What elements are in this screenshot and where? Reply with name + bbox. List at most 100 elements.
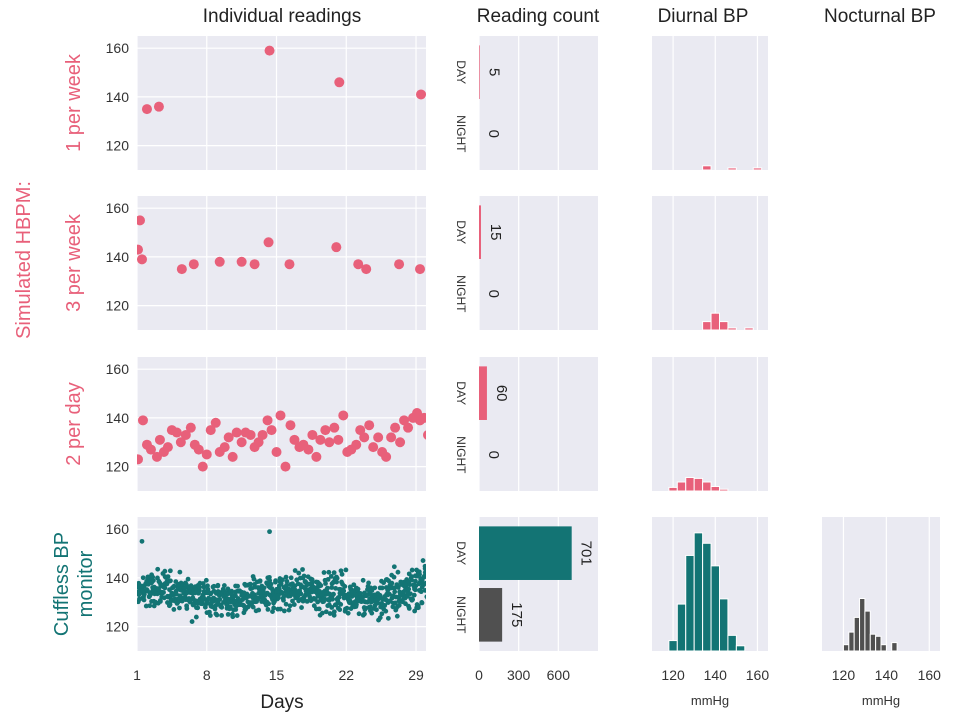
scatter-series <box>137 215 426 275</box>
count-category-label: NIGHT <box>454 436 468 474</box>
y-tick-label: 120 <box>106 459 130 475</box>
scatter-point <box>428 574 433 579</box>
scatter-point <box>366 580 371 586</box>
scatter-point <box>225 586 231 592</box>
hist-bar <box>710 312 720 331</box>
scatter-point <box>329 605 335 610</box>
scatter-point <box>375 600 381 606</box>
y-tick-label: 140 <box>106 89 130 105</box>
scatter-point <box>399 415 410 426</box>
x-tick-label: 600 <box>547 667 571 683</box>
scatter-point <box>387 591 392 597</box>
scatter-point <box>385 615 391 621</box>
row-label: 3 per week <box>63 213 85 312</box>
scatter-point <box>215 582 221 588</box>
x-tick-label: 1 <box>133 667 141 683</box>
scatter-point <box>219 604 225 610</box>
scatter-point <box>248 581 253 587</box>
column-title: Individual readings <box>203 6 361 27</box>
scatter-point <box>193 614 199 620</box>
count-category-label: DAY <box>454 60 468 84</box>
count-panel <box>479 196 598 330</box>
scatter-point <box>212 606 218 612</box>
scatter-point <box>171 427 182 438</box>
scatter-point <box>425 594 426 599</box>
scatter-point <box>221 583 227 588</box>
count-bar <box>479 45 480 99</box>
scatter-point <box>214 612 220 618</box>
scatter-point <box>389 580 395 586</box>
scatter-point <box>298 591 304 597</box>
scatter-point <box>275 410 286 421</box>
scatter-point <box>394 613 400 619</box>
scatter-point <box>392 600 398 606</box>
scatter-point <box>425 597 426 600</box>
scatter-point <box>291 602 297 607</box>
hist-bar <box>853 616 861 652</box>
scatter-point <box>189 619 195 624</box>
panel-backgrounds <box>136 36 940 651</box>
scatter-point <box>210 417 221 428</box>
readings-panel <box>137 357 426 491</box>
hist-bar <box>744 327 754 331</box>
scatter-point <box>415 264 426 275</box>
scatter-point <box>205 425 216 436</box>
hist-bar <box>718 321 729 331</box>
count-value-label: 175 <box>508 602 525 627</box>
scatter-point <box>167 568 173 574</box>
chart-text: Individual readings Reading count Diurnal … <box>13 6 941 713</box>
scatter-point <box>409 574 415 580</box>
scatter-point <box>412 587 418 593</box>
scatter-point <box>423 569 426 574</box>
count-panel <box>479 36 598 170</box>
scatter-point <box>419 600 425 606</box>
hist-bar <box>891 642 898 652</box>
scatter-point <box>235 583 240 589</box>
scatter-point <box>223 432 234 443</box>
scatter-point <box>369 610 375 616</box>
scatter-point <box>382 603 388 608</box>
scatter-point <box>321 595 327 601</box>
scatter-point <box>284 259 295 270</box>
scatter-point <box>281 597 286 603</box>
scatter-point <box>377 615 383 621</box>
count-category-label: DAY <box>454 220 468 244</box>
scatter-point <box>415 605 421 611</box>
scatter-point <box>141 104 152 115</box>
hist-bar <box>859 598 866 652</box>
hist-bar <box>875 635 882 652</box>
scatter-point <box>345 610 351 616</box>
scatter-point <box>294 577 300 583</box>
scatter-point <box>327 611 333 616</box>
scatter-point <box>234 613 240 618</box>
scatter-point <box>139 538 145 544</box>
scatter-point <box>374 607 379 613</box>
scatter-point <box>193 444 204 455</box>
scatter-point <box>300 567 305 572</box>
scatter-point <box>379 585 385 591</box>
count-bar <box>479 588 503 642</box>
scatter-point <box>151 451 162 462</box>
scatter-point <box>333 585 339 591</box>
scatter-point <box>426 593 431 598</box>
scatter-point <box>256 607 262 613</box>
scatter-point <box>137 215 145 226</box>
scatter-point <box>177 605 182 611</box>
scatter-point <box>165 574 171 580</box>
scatter-point <box>280 577 285 583</box>
scatter-point <box>418 589 424 595</box>
count-value-label: 0 <box>485 130 502 138</box>
scatter-point <box>318 583 324 588</box>
scatter-point <box>200 581 206 586</box>
count-category-label: NIGHT <box>454 275 468 313</box>
scatter-point <box>329 422 340 433</box>
scatter-point <box>171 607 177 612</box>
scatter-point <box>261 585 267 591</box>
y-tick-label: 160 <box>106 361 130 377</box>
x-tick-label: 300 <box>507 667 531 683</box>
scatter-point <box>330 596 335 602</box>
scatter-point <box>177 569 183 575</box>
scatter-point <box>368 442 379 453</box>
hist-bar <box>710 565 720 652</box>
hist-bar <box>752 167 763 171</box>
